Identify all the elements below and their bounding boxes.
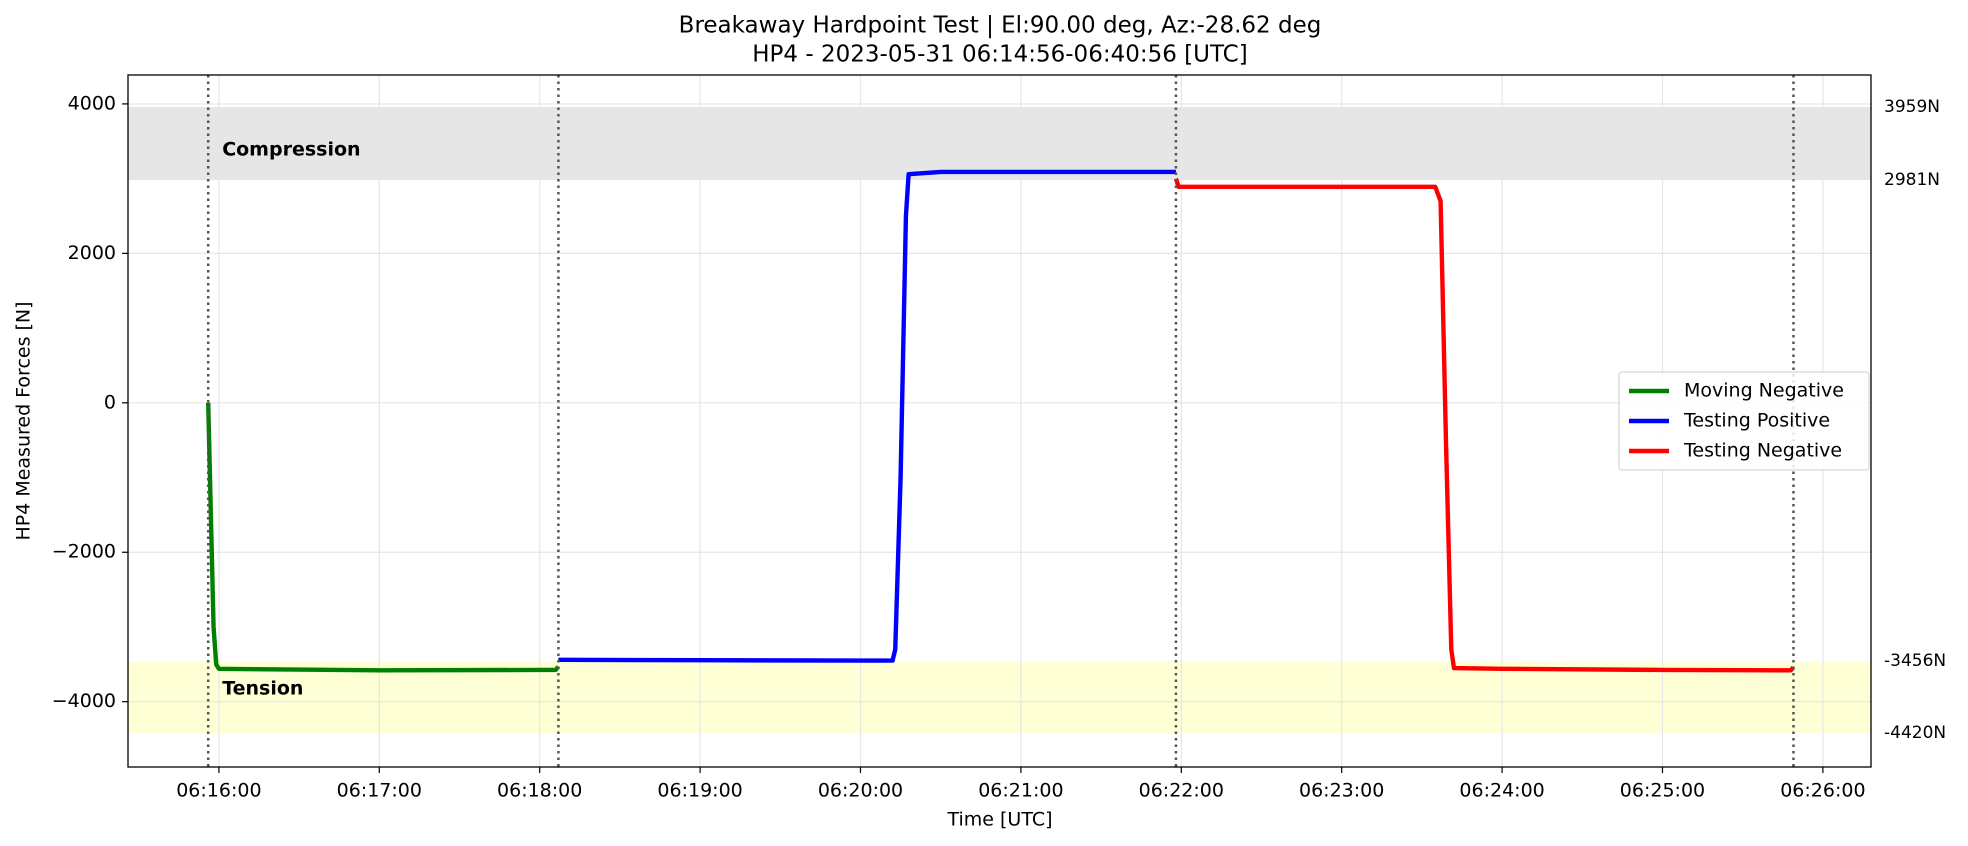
x-tick-label: 06:18:00: [497, 780, 582, 802]
x-tick-label: 06:16:00: [176, 780, 261, 802]
legend-label: Testing Positive: [1683, 410, 1830, 432]
series-line: [558, 169, 1176, 663]
x-tick-label: 06:24:00: [1459, 780, 1544, 802]
x-tick-label: 06:20:00: [818, 780, 903, 802]
y-axis-label: HP4 Measured Forces [N]: [13, 301, 35, 540]
legend-label: Moving Negative: [1684, 380, 1844, 402]
chart-subtitle: HP4 - 2023-05-31 06:14:56-06:40:56 [UTC]: [752, 42, 1247, 68]
band-limit-label: -3456N: [1884, 651, 1946, 671]
x-tick-label: 06:26:00: [1780, 780, 1865, 802]
band-limit-label: -4420N: [1884, 723, 1946, 743]
x-tick-label: 06:25:00: [1620, 780, 1705, 802]
x-tick-label: 06:23:00: [1299, 780, 1384, 802]
legend: Moving Negative Testing Positive Testing N…: [1618, 371, 1870, 471]
plot-frame: [127, 74, 1872, 768]
y-tick-label: 0: [104, 391, 116, 413]
band: [128, 661, 1871, 734]
band-label: Tension: [222, 678, 303, 700]
y-tick-label: −2000: [52, 541, 116, 563]
chart-title: Breakaway Hardpoint Test | El:90.00 deg,…: [679, 13, 1322, 39]
band-limit-label: 3959N: [1884, 97, 1940, 117]
y-tick-label: 4000: [68, 92, 116, 114]
x-tick-label: 06:21:00: [978, 780, 1063, 802]
x-tick-label: 06:22:00: [1139, 780, 1224, 802]
y-tick-label: −4000: [52, 690, 116, 712]
band-limit-label: 2981N: [1884, 170, 1940, 190]
series-line: [206, 402, 561, 673]
legend-frame: [1618, 371, 1870, 471]
series-line: [1173, 177, 1796, 673]
x-tick-label: 06:19:00: [657, 780, 742, 802]
legend-label: Testing Negative: [1683, 440, 1842, 462]
y-tick-label: 2000: [68, 242, 116, 264]
band: [128, 106, 1871, 181]
band-label: Compression: [222, 138, 360, 160]
x-tick-label: 06:17:00: [337, 780, 422, 802]
x-axis-label: Time [UTC]: [946, 809, 1052, 831]
